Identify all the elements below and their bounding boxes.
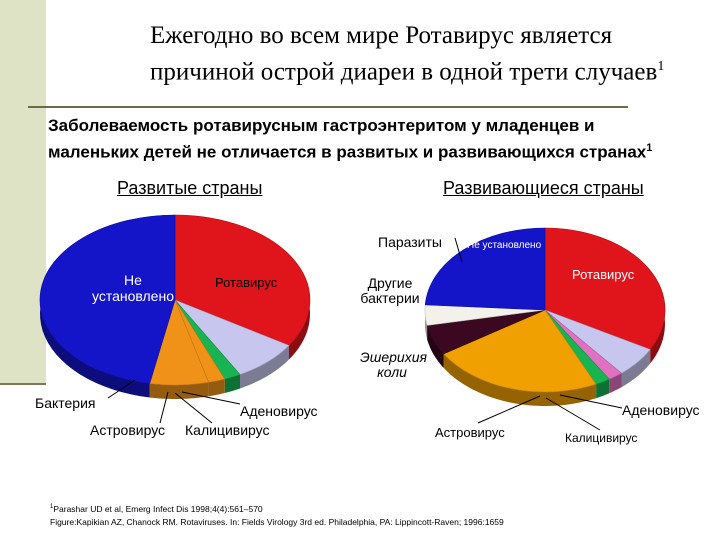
leader-parasites-2	[454, 237, 463, 263]
subtitle-line-2: маленьких детей не отличается в развитых…	[48, 142, 647, 162]
title-divider	[28, 106, 628, 108]
leader-bacteria-1	[107, 379, 136, 399]
leader-astrovirus-2	[477, 395, 541, 424]
footnote-1-text: Parashar UD et al, Emerg Infect Dis 1998…	[53, 504, 263, 514]
label-bacteria-1: Бактерия	[35, 395, 96, 411]
label-astrovirus-1: Астровирус	[90, 422, 166, 438]
developing-side-5	[427, 325, 444, 368]
title-line-1: Ежегодно во всем мире Ротавирус является	[150, 22, 613, 49]
leader-calicivirus-2	[545, 397, 601, 431]
label-rotavirus-1: Ротавирус	[215, 275, 278, 290]
leader-calicivirus-1	[174, 392, 213, 424]
developing-slice-0	[544, 227, 666, 350]
developing-side-1	[621, 349, 651, 388]
developing-slice-4	[443, 309, 597, 393]
label-astrovirus-2: Астровирус	[435, 425, 505, 440]
label-adenovirus-1: Аденовирус	[240, 403, 318, 419]
footnote-2: Figure:Kapikian AZ, Chanock RM. Rotaviru…	[50, 517, 504, 527]
label-calicivirus-2: Калицивирус	[565, 431, 638, 445]
label-unknown-1: Не установлено	[92, 272, 174, 304]
developing-side-2	[609, 373, 622, 394]
leader-adenovirus-2	[559, 394, 623, 409]
label-rotavirus-2: Ротавирус	[572, 267, 635, 282]
footnote-1: 1Parashar UD et al, Emerg Infect Dis 199…	[50, 504, 263, 514]
label-other-bacteria-2: Другие бактерии	[360, 275, 420, 306]
sidebar-line	[0, 383, 46, 385]
developed-side-2	[224, 374, 240, 393]
pie-developed	[39, 214, 311, 399]
subtitle-line-1: Заболеваемость ротавирусным гастроэнтери…	[48, 116, 595, 135]
subtitle-superscript: 1	[646, 142, 653, 154]
pie-developing	[424, 227, 666, 406]
leader-astrovirus-1	[159, 391, 169, 424]
page-subtitle: Заболеваемость ротавирусным гастроэнтери…	[48, 115, 713, 164]
chart-title-developing: Развивающиеся страны	[443, 178, 644, 198]
label-calicivirus-1: Калицивирус	[185, 422, 270, 438]
chart-title-developed: Развитые страны	[117, 178, 263, 198]
developed-slice-0	[174, 214, 311, 346]
developing-side-3	[596, 379, 610, 399]
developed-slice-5	[39, 214, 176, 384]
footnote-superscript: 1	[50, 504, 54, 511]
developing-side-4	[443, 353, 597, 406]
title-superscript: 1	[657, 59, 665, 74]
label-adenovirus-2: Аденовирус	[622, 402, 700, 418]
title-line-2: причиной острой диареи в одной трети слу…	[150, 58, 658, 86]
developed-side-3	[208, 379, 225, 397]
label-unknown-2: Не установлено	[467, 240, 542, 251]
label-unknown-1-text: Не установлено	[92, 272, 174, 304]
label-ecoli-2: Эшерихия коли	[360, 349, 427, 380]
label-parasites-2: Паразиты	[378, 234, 442, 250]
leader-adenovirus-1	[181, 391, 241, 405]
page-title: Ежегодно во всем мире Ротавирус является…	[150, 20, 710, 87]
sidebar-decoration	[0, 0, 46, 383]
developing-slice-7	[424, 227, 546, 311]
